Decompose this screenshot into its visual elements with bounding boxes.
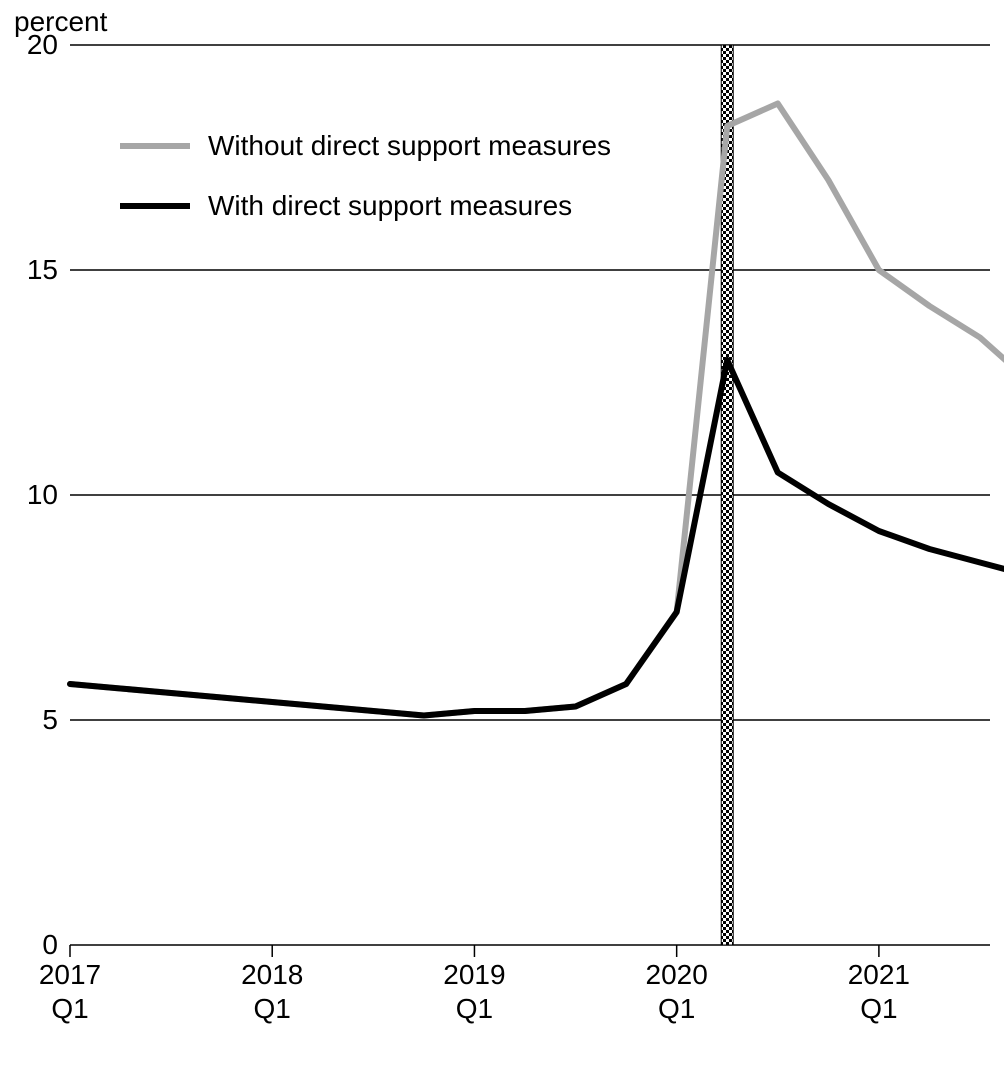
legend-swatch xyxy=(120,143,190,149)
x-tick-label-quarter: Q1 xyxy=(424,993,524,1025)
x-tick-label-quarter: Q1 xyxy=(222,993,322,1025)
x-tick-label-year: 2017 xyxy=(20,959,120,991)
series-with xyxy=(70,360,1004,716)
y-tick-label: 0 xyxy=(42,929,58,961)
x-tick-label-quarter: Q1 xyxy=(829,993,929,1025)
legend-item: Without direct support measures xyxy=(120,130,611,162)
y-tick-label: 15 xyxy=(27,254,58,286)
x-tick-label-year: 2018 xyxy=(222,959,322,991)
x-tick-label-year: 2019 xyxy=(424,959,524,991)
y-tick-label: 20 xyxy=(27,29,58,61)
x-tick-label-quarter: Q1 xyxy=(20,993,120,1025)
y-tick-label: 5 xyxy=(42,704,58,736)
legend-item: With direct support measures xyxy=(120,190,611,222)
legend-label: With direct support measures xyxy=(208,190,572,222)
legend-swatch xyxy=(120,203,190,209)
legend: Without direct support measures With dire… xyxy=(120,130,611,250)
x-tick-label-year: 2021 xyxy=(829,959,929,991)
y-tick-label: 10 xyxy=(27,479,58,511)
chart-container: percent 05101520 2017Q12018Q12019Q12020Q… xyxy=(0,0,1004,1066)
x-tick-label-quarter: Q1 xyxy=(627,993,727,1025)
x-tick-label-year: 2020 xyxy=(627,959,727,991)
legend-label: Without direct support measures xyxy=(208,130,611,162)
